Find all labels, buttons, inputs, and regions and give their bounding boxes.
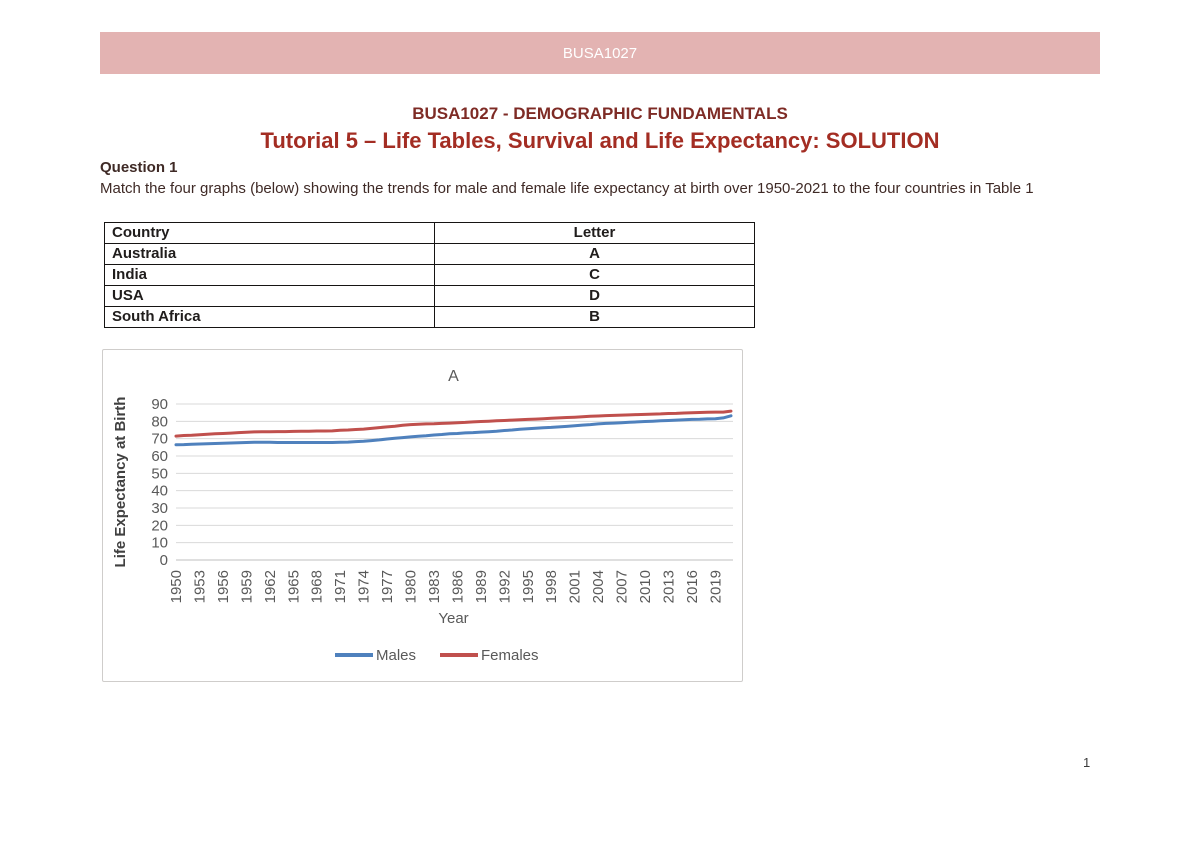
- x-tick-label: 1962: [262, 570, 279, 603]
- table-row-south-africa: South Africa B: [104, 306, 755, 328]
- cell-letter: A: [434, 243, 755, 265]
- series-line-females: [174, 409, 733, 438]
- x-tick-label: 1953: [192, 570, 209, 603]
- cell-country: Australia: [104, 243, 435, 265]
- y-tick-label: 20: [151, 517, 168, 534]
- x-tick-label: 1998: [543, 570, 560, 603]
- table-row-india: India C: [104, 264, 755, 286]
- question-text: Match the four graphs (below) showing th…: [100, 180, 1034, 197]
- cell-letter: D: [434, 285, 755, 307]
- y-tick-label: 50: [151, 465, 168, 482]
- column-header-country: Country: [104, 222, 435, 244]
- cell-letter: B: [434, 306, 755, 328]
- x-tick-label: 1986: [449, 570, 466, 603]
- x-tick-label: 1971: [332, 570, 349, 603]
- x-tick-label: 1968: [309, 570, 326, 603]
- y-tick-label: 30: [151, 500, 168, 517]
- x-tick-label: 1956: [215, 570, 232, 603]
- tutorial-title: Tutorial 5 – Life Tables, Survival and L…: [260, 128, 940, 153]
- series-line-males: [174, 414, 733, 447]
- chart-frame: 0 10 20 30 40 50 60 70 80 90 A Life Expectancy at B…: [102, 349, 743, 682]
- y-tick-label: 40: [151, 483, 168, 500]
- page-number: 1: [1083, 755, 1091, 770]
- course-title: BUSA1027 - DEMOGRAPHIC FUNDAMENTALS: [412, 104, 788, 123]
- y-axis-title: Life Expectancy at Birth: [112, 397, 129, 568]
- x-tick-label: 2019: [707, 570, 724, 603]
- legend-label-females: Females: [481, 647, 539, 664]
- x-tick-label: 1980: [403, 570, 420, 603]
- x-tick-label: 1965: [285, 570, 302, 603]
- x-tick-label: 2004: [590, 570, 607, 603]
- cell-letter: C: [434, 264, 755, 286]
- y-tick-label: 80: [151, 413, 168, 430]
- x-tick-label: 1983: [426, 570, 443, 603]
- x-tick-label: 2001: [567, 570, 584, 603]
- answer-table: Country Letter Australia A India C USA D…: [104, 222, 755, 328]
- column-header-letter: Letter: [434, 222, 755, 244]
- x-tick-label: 1974: [356, 570, 373, 603]
- x-tick-label: 1995: [520, 570, 537, 603]
- y-tick-label: 60: [151, 448, 168, 465]
- x-tick-label: 2010: [637, 570, 654, 603]
- x-tick-label: 1950: [168, 570, 185, 603]
- cell-country: South Africa: [104, 306, 435, 328]
- x-tick-label: 1959: [238, 570, 255, 603]
- banner-title: BUSA1027: [562, 44, 638, 62]
- x-tick-label: 1977: [379, 570, 396, 603]
- x-tick-label: 2013: [661, 570, 678, 603]
- x-tick-label: 2016: [684, 570, 701, 603]
- y-tick-label: 70: [151, 431, 168, 448]
- x-axis-title: Year: [438, 610, 468, 627]
- x-tick-label: 1989: [473, 570, 490, 603]
- table-row-australia: Australia A: [104, 243, 755, 265]
- table-header-row: Country Letter: [104, 222, 755, 244]
- chart-title: A: [448, 368, 459, 385]
- x-tick-label: 1992: [496, 570, 513, 603]
- cell-country: India: [104, 264, 435, 286]
- question-heading: Question 1: [100, 159, 178, 176]
- cell-country: USA: [104, 285, 435, 307]
- table-row-usa: USA D: [104, 285, 755, 307]
- y-tick-label: 10: [151, 535, 168, 552]
- y-tick-label: 90: [151, 396, 168, 413]
- x-tick-label: 2007: [614, 570, 631, 603]
- y-tick-label: 0: [160, 552, 168, 569]
- header-banner: BUSA1027: [100, 32, 1100, 74]
- legend-label-males: Males: [376, 647, 416, 664]
